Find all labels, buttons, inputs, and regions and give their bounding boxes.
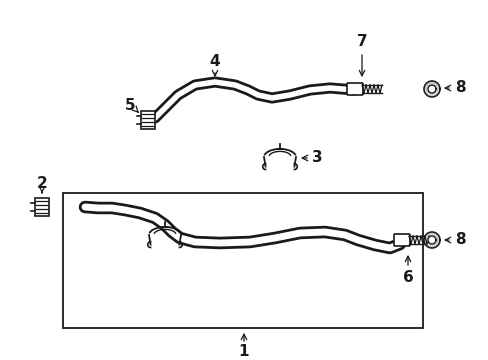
Bar (141, 111, 155, 129)
Text: 8: 8 (454, 81, 465, 95)
Text: 1: 1 (238, 345, 249, 360)
Polygon shape (427, 236, 435, 244)
FancyBboxPatch shape (346, 83, 362, 95)
Bar (63, 193, 422, 328)
Text: 4: 4 (209, 54, 220, 69)
Text: 8: 8 (454, 233, 465, 248)
Bar (35, 198, 49, 216)
Polygon shape (423, 81, 439, 97)
Text: 2: 2 (37, 175, 47, 190)
Polygon shape (423, 232, 439, 248)
Text: 6: 6 (402, 270, 412, 285)
Text: 5: 5 (124, 98, 135, 112)
Text: 3: 3 (311, 150, 322, 166)
FancyBboxPatch shape (393, 234, 409, 246)
Text: 7: 7 (356, 35, 366, 49)
Polygon shape (427, 85, 435, 93)
